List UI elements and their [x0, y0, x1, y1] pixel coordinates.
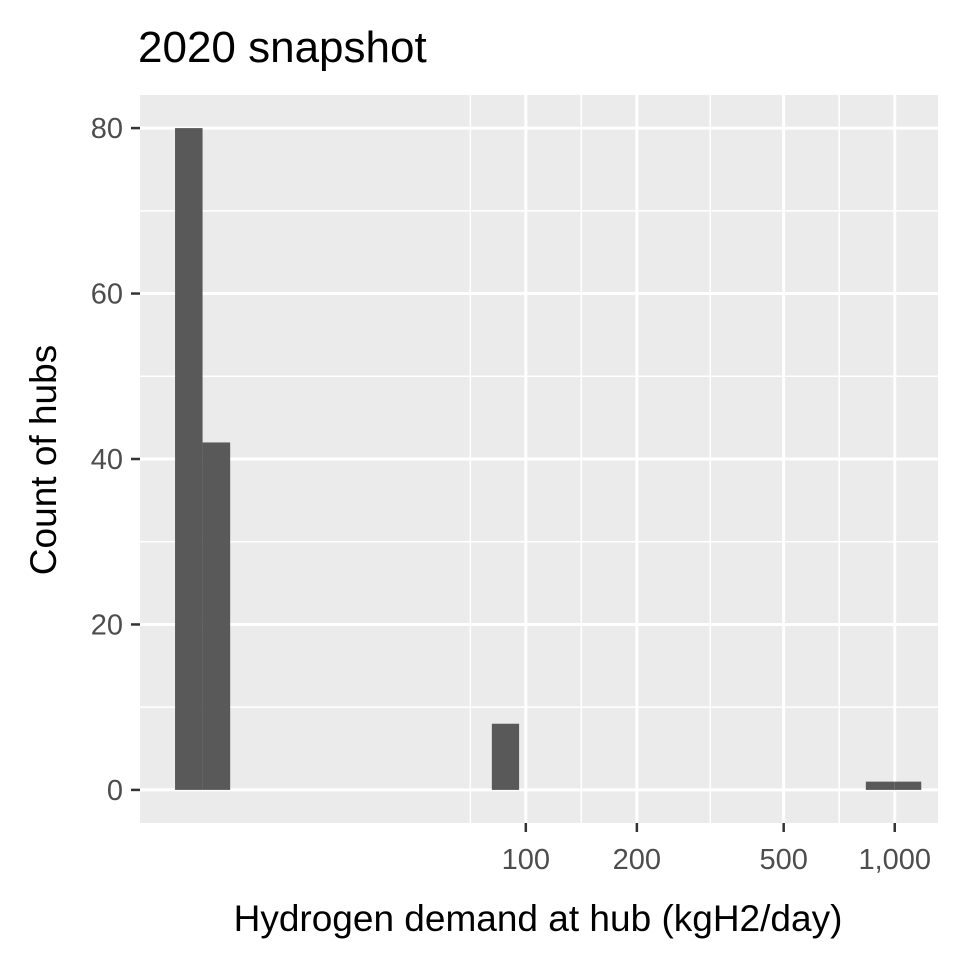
histogram-bar	[491, 723, 520, 790]
major-gridlines-y	[140, 126, 938, 792]
y-axis-title: Count of hubs	[23, 345, 64, 575]
x-tick-label: 200	[613, 844, 661, 876]
x-axis: 100 200 500 1,000	[502, 823, 931, 876]
chart-title: 2020 snapshot	[138, 23, 427, 72]
histogram-bars	[175, 128, 922, 790]
x-axis-title: Hydrogen demand at hub (kgH2/day)	[234, 898, 843, 939]
histogram-bar	[865, 781, 895, 790]
y-tick-label: 20	[91, 609, 123, 641]
y-tick-label: 40	[91, 444, 123, 476]
y-tick-label: 0	[107, 775, 123, 807]
histogram-bar	[175, 128, 203, 790]
x-tick-label: 100	[502, 844, 550, 876]
histogram-bar	[894, 781, 922, 790]
histogram-bar	[202, 442, 231, 790]
minor-gridlines-y	[140, 210, 938, 708]
y-tick-label: 60	[91, 279, 123, 311]
y-tick-label: 80	[91, 113, 123, 145]
x-tick-label: 1,000	[858, 844, 931, 876]
x-tick-label: 500	[759, 844, 807, 876]
y-axis: 0 20 40 60 80	[91, 113, 140, 807]
